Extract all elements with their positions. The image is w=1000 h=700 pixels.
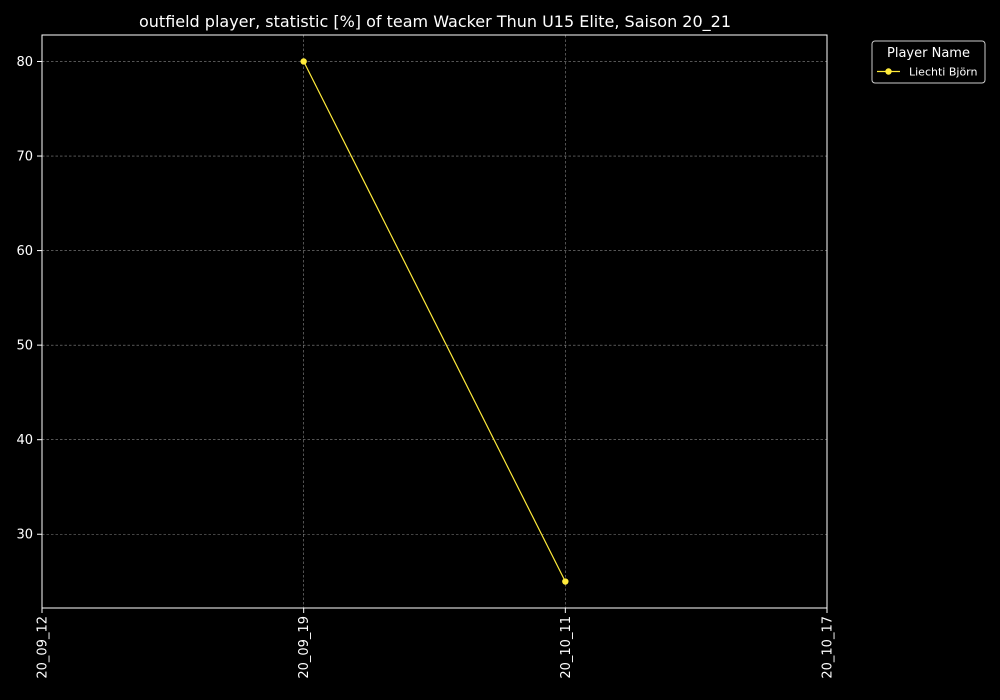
plot-area-frame [41, 34, 828, 609]
y-axis: 30 40 50 60 70 80 [16, 55, 42, 543]
x-tick-label: 20_09_12 [36, 616, 51, 679]
legend-title: Player Name [887, 46, 970, 61]
series-layer [300, 58, 569, 585]
y-tick-label: 30 [16, 528, 33, 543]
y-tick-label: 50 [16, 339, 33, 354]
legend-entry-label: Liechti Björn [909, 66, 977, 79]
y-tick-label: 70 [16, 150, 33, 165]
y-tick-label: 80 [16, 55, 33, 70]
y-tick-label: 40 [16, 433, 33, 448]
legend: Player Name Liechti Björn [871, 40, 986, 84]
data-point [562, 578, 569, 585]
x-tick-label: 20_09_19 [297, 616, 312, 679]
chart-title: outfield player, statistic [%] of team W… [139, 12, 731, 32]
legend-box [871, 40, 986, 84]
x-tick-label: 20_10_11 [559, 616, 574, 679]
x-axis: 20_09_12 20_09_19 20_10_11 20_10_17 [36, 608, 836, 679]
legend-swatch-marker [885, 68, 892, 75]
y-tick-label: 60 [16, 244, 33, 259]
data-point [300, 58, 307, 65]
x-tick-label: 20_10_17 [821, 616, 836, 679]
series-line [303, 61, 566, 582]
